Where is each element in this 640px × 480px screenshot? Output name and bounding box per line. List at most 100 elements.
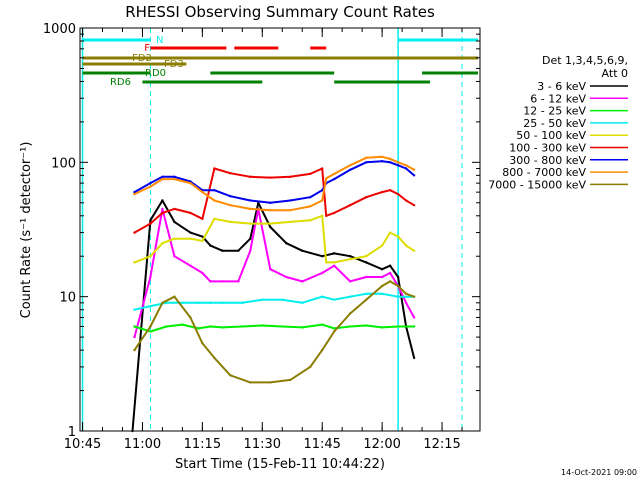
- series-point-7: [396, 161, 400, 164]
- series-point-1: [209, 280, 212, 283]
- series-point-3: [332, 298, 336, 301]
- series-point-0: [285, 242, 288, 245]
- series-layer: [131, 155, 416, 433]
- series-point-1: [412, 316, 416, 319]
- series-point-6: [173, 175, 176, 179]
- series-point-0: [332, 252, 336, 255]
- series-point-4: [201, 239, 204, 243]
- series-point-4: [173, 237, 176, 240]
- series-point-7: [229, 203, 232, 207]
- series-point-0: [209, 244, 212, 247]
- series-point-0: [189, 231, 192, 234]
- series-point-6: [396, 164, 400, 167]
- series-point-2: [261, 324, 264, 327]
- flag-label-fd3: FD3: [164, 59, 184, 70]
- series-point-2: [209, 325, 212, 328]
- series-point-2: [396, 325, 400, 328]
- series-point-5: [161, 211, 164, 215]
- series-point-8: [332, 330, 336, 333]
- series-point-0: [364, 261, 368, 264]
- series-point-4: [321, 214, 324, 217]
- series-point-8: [201, 342, 204, 345]
- series-point-2: [348, 325, 352, 328]
- series-point-6: [380, 159, 384, 163]
- flag-bar-rd0: RD0: [82, 68, 479, 79]
- series-point-5: [348, 203, 352, 207]
- series-point-1: [221, 280, 224, 283]
- series-point-5: [396, 192, 400, 196]
- series-point-6: [404, 167, 408, 170]
- series-point-4: [380, 244, 384, 247]
- axes-layer: 1 10 100 1000 10:45 11:00 11:15 11:30 11:45 12:00…: [43, 22, 480, 452]
- series-point-5: [173, 207, 176, 211]
- series-point-3: [348, 295, 352, 298]
- series-point-5: [309, 172, 312, 176]
- series-point-7: [332, 172, 336, 176]
- series-point-5: [412, 203, 416, 207]
- series-point-8: [161, 301, 164, 305]
- series-point-6: [388, 161, 392, 164]
- series-point-3: [149, 304, 152, 308]
- series-point-1: [161, 207, 164, 211]
- series-point-5: [325, 214, 328, 217]
- x-tick-label-1115: 11:15: [184, 437, 221, 452]
- flag-bar-fd2: FD2: [82, 53, 479, 64]
- legend-label-2: 12 - 25 keV: [523, 105, 586, 118]
- series-point-0: [173, 220, 176, 224]
- series-point-6: [161, 175, 164, 179]
- series-point-8: [321, 348, 324, 352]
- series-point-1: [321, 271, 324, 275]
- x-tick-label-1045: 10:45: [64, 437, 101, 452]
- series-point-8: [380, 284, 384, 288]
- series-point-2: [321, 323, 324, 326]
- series-point-0: [396, 275, 400, 279]
- series-point-4: [289, 220, 292, 224]
- series-point-4: [133, 261, 136, 264]
- series-point-3: [197, 301, 200, 305]
- series-point-0: [348, 255, 352, 258]
- series-point-4: [161, 242, 164, 245]
- series-point-7: [380, 155, 384, 158]
- series-point-4: [364, 255, 368, 258]
- series-point-1: [173, 255, 176, 258]
- series-point-8: [269, 381, 272, 384]
- series-point-3: [165, 301, 168, 305]
- series-point-2: [301, 326, 304, 329]
- series-point-0: [161, 199, 164, 202]
- series-point-8: [289, 378, 292, 382]
- series-point-1: [133, 335, 136, 339]
- series-point-1: [380, 275, 384, 279]
- series-point-6: [332, 177, 336, 181]
- series-point-8: [249, 381, 252, 384]
- series-point-8: [213, 356, 216, 360]
- series-point-4: [404, 244, 408, 247]
- series-point-1: [249, 249, 252, 252]
- y-tick-label-1: 1: [68, 425, 76, 440]
- series-point-1: [348, 280, 352, 283]
- series-point-2: [165, 325, 168, 328]
- flag-bar-rd6: RD6: [110, 77, 431, 88]
- series-point-3: [241, 301, 244, 305]
- legend-label-6: 300 - 800 keV: [509, 154, 586, 167]
- flag-label-n: N: [156, 35, 163, 46]
- chart-title: RHESSI Observing Summary Count Rates: [125, 3, 435, 21]
- series-point-5: [201, 217, 204, 220]
- series-point-3: [301, 301, 304, 305]
- series-point-6: [412, 174, 416, 177]
- series-point-4: [325, 261, 328, 264]
- series-point-4: [189, 237, 192, 240]
- series-point-6: [229, 194, 232, 198]
- series-point-5: [229, 172, 232, 175]
- generation-timestamp: 14-Oct-2021 09:00: [561, 468, 637, 477]
- series-point-7: [269, 209, 272, 212]
- series-point-4: [332, 261, 336, 264]
- series-line-5: [134, 167, 415, 234]
- series-point-7: [189, 181, 192, 185]
- y-tick-label-100: 100: [51, 156, 76, 171]
- y-tick-label-1000: 1000: [43, 22, 76, 37]
- series-point-0: [301, 249, 304, 252]
- series-point-6: [213, 189, 216, 192]
- series-point-5: [404, 199, 408, 202]
- series-point-6: [149, 181, 152, 185]
